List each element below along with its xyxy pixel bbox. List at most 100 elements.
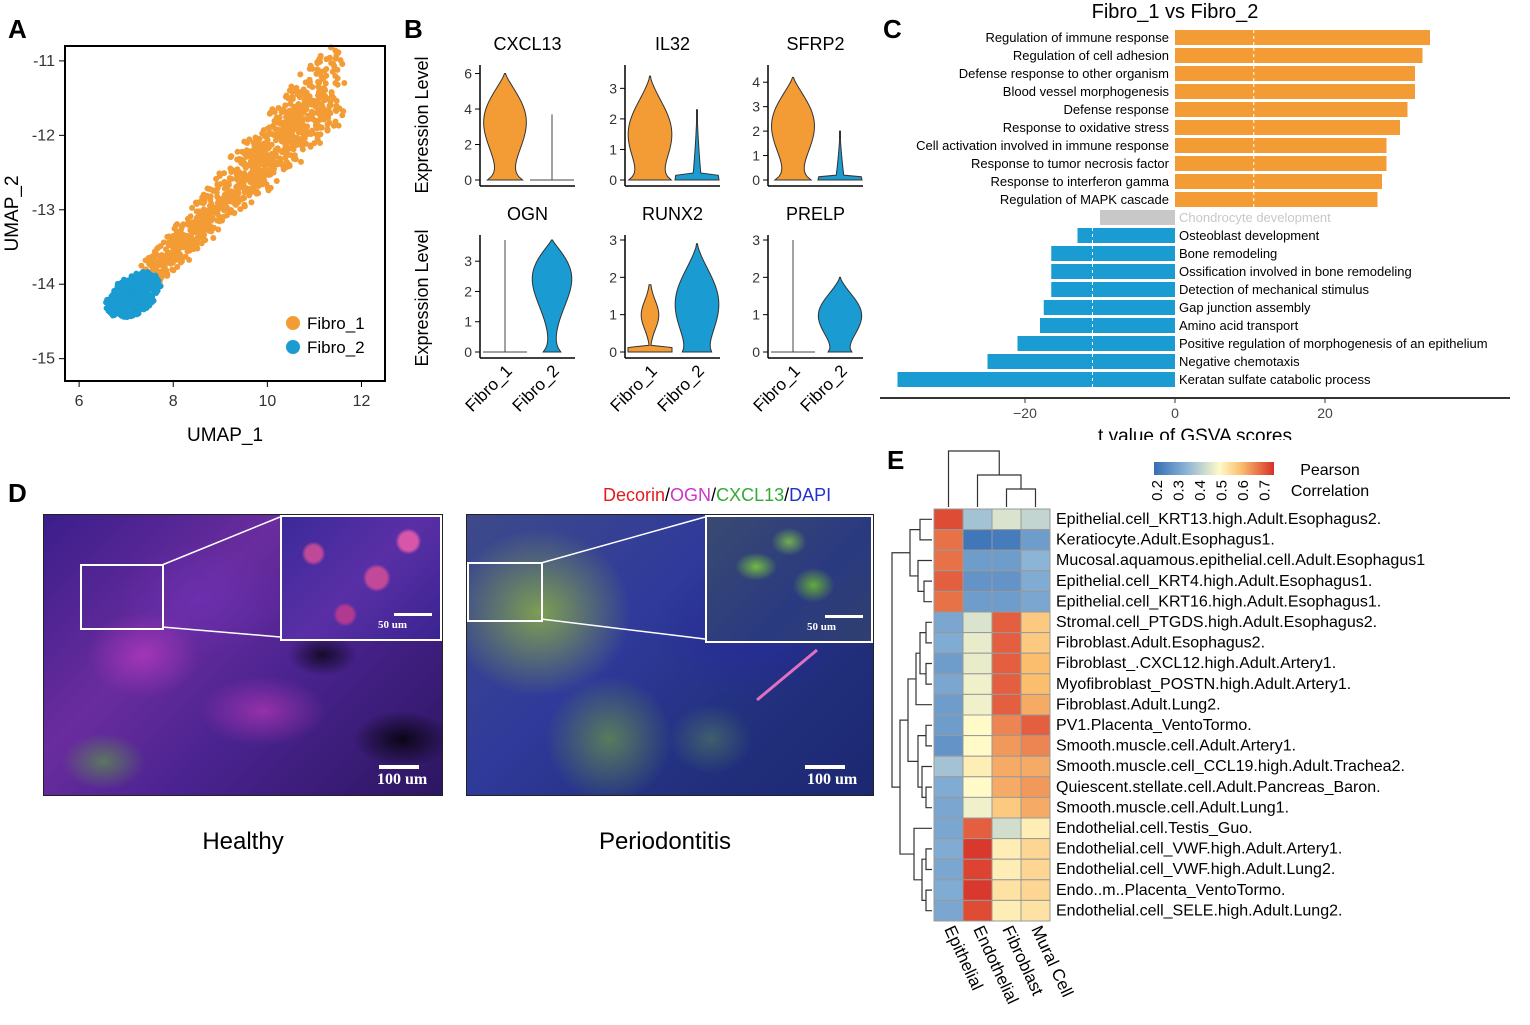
- heatmap-cell: [962, 879, 993, 901]
- umap-point-fibro1: [194, 222, 201, 229]
- umap-point-fibro1: [331, 64, 338, 71]
- umap-point-fibro1: [272, 146, 279, 153]
- umap-point-fibro1: [189, 204, 196, 211]
- violin-y-tick-label: 2: [752, 269, 760, 285]
- violin-shape: [674, 109, 720, 181]
- umap-point-fibro1: [241, 195, 248, 202]
- heatmap-cell: [933, 693, 964, 716]
- umap-point-fibro1: [167, 260, 174, 267]
- gsva-bar-label: Gap junction assembly: [1179, 300, 1311, 315]
- umap-point-fibro1: [164, 233, 171, 240]
- violin-y-tick-label: 4: [464, 101, 472, 117]
- gsva-bar: [1051, 282, 1175, 297]
- umap-point-fibro1: [320, 113, 327, 120]
- umap-point-fibro2: [128, 307, 135, 314]
- stain-sep-1: /: [665, 485, 671, 505]
- stain-dapi: DAPI: [789, 485, 832, 505]
- heatmap-cell: [991, 529, 1022, 551]
- umap-point-fibro1: [252, 134, 259, 141]
- umap-point-fibro1: [268, 150, 275, 157]
- umap-point-fibro1: [309, 108, 316, 115]
- umap-point-fibro1: [213, 189, 220, 196]
- umap-point-fibro1: [283, 92, 290, 99]
- x-tick-label: 12: [353, 393, 371, 410]
- umap-point-fibro1: [207, 196, 214, 203]
- heatmap-cell: [962, 817, 993, 840]
- heatmap-row-label: Endo..m..Placenta_VentoTormo.: [1056, 882, 1285, 899]
- perio-inset: 50 um: [705, 515, 873, 643]
- umap-point-fibro1: [202, 221, 209, 228]
- gsva-bar: [897, 372, 1175, 387]
- umap-point-fibro1: [207, 225, 214, 232]
- gsva-bar: [1175, 138, 1387, 153]
- umap-point-fibro1: [306, 76, 313, 83]
- umap-point-fibro1: [223, 186, 230, 193]
- umap-point-fibro1: [238, 156, 245, 163]
- perio-scalebar: [805, 765, 845, 769]
- group-label: Fibro_1: [607, 361, 661, 415]
- umap-point-fibro1: [262, 155, 269, 162]
- umap-point-fibro1: [341, 80, 348, 87]
- gsva-bar-label: Response to interferon gamma: [991, 174, 1170, 189]
- heatmap-cell: [991, 714, 1022, 737]
- umap-point-fibro1: [184, 220, 191, 227]
- umap-point-fibro1: [293, 139, 300, 146]
- umap-point-fibro1: [278, 119, 285, 126]
- gsva-bar: [1051, 246, 1175, 261]
- violin-y-tick-label: 3: [609, 80, 617, 96]
- umap-point-fibro1: [321, 85, 328, 92]
- umap-point-fibro1: [276, 155, 283, 162]
- legend-swatch: [286, 340, 300, 354]
- umap-point-fibro1: [180, 221, 187, 228]
- heatmap-cell: [933, 858, 964, 881]
- gsva-bar-label: Chondrocyte development: [1179, 210, 1331, 225]
- heatmap-cell: [933, 796, 964, 819]
- umap-point-fibro1: [234, 148, 241, 155]
- gsva-bar-label: Positive regulation of morphogenesis of …: [1179, 336, 1488, 351]
- heatmap-row-label: Mucosal.aquamous.epithelial.cell.Adult.E…: [1056, 552, 1425, 569]
- legend-tick-label: 0.4: [1192, 480, 1209, 501]
- umap-point-fibro2: [133, 275, 140, 282]
- group-label: Fibro_2: [797, 361, 851, 415]
- umap-point-fibro1: [227, 193, 234, 200]
- heatmap-row-label: Epithelial.cell_KRT16.high.Adult.Esophag…: [1056, 593, 1381, 610]
- stain-sep-2: /: [711, 485, 717, 505]
- umap-point-fibro1: [160, 266, 167, 273]
- heatmap-row-label: Endothelial.cell_VWF.high.Adult.Artery1.: [1056, 841, 1342, 858]
- umap-point-fibro2: [113, 293, 120, 300]
- violin-y-tick-label: 0: [609, 172, 617, 188]
- umap-point-fibro1: [248, 189, 255, 196]
- violin-y-tick-label: 1: [752, 307, 760, 323]
- umap-point-fibro2: [147, 300, 154, 307]
- umap-point-fibro1: [326, 119, 333, 126]
- heatmap-cell: [1020, 632, 1051, 654]
- dendrogram-branch: [899, 719, 914, 855]
- heatmap-cell: [933, 549, 964, 572]
- group-label: Fibro_2: [509, 361, 563, 415]
- gsva-bar-label: Negative chemotaxis: [1179, 354, 1300, 369]
- gsva-bar: [1051, 264, 1175, 279]
- x-axis-label: t value of GSVA scores: [1098, 426, 1292, 440]
- umap-point-fibro1: [233, 184, 240, 191]
- umap-point-fibro1: [146, 260, 153, 267]
- gsva-bar: [1040, 318, 1175, 333]
- heatmap-cell: [962, 858, 993, 881]
- umap-point-fibro1: [266, 158, 273, 165]
- heatmap-row-label: Fibroblast.Adult.Esophagus2.: [1056, 635, 1265, 652]
- umap-point-fibro1: [278, 148, 285, 155]
- heatmap-row-label: Endothelial.cell.Testis_Guo.: [1056, 820, 1253, 837]
- violin-y-tick-label: 2: [609, 111, 617, 127]
- violin-y-tick-label: 0: [464, 172, 472, 188]
- umap-point-fibro2: [122, 284, 129, 291]
- umap-point-fibro1: [333, 97, 340, 104]
- stain-ogn: OGN: [670, 485, 712, 505]
- umap-point-fibro2: [143, 276, 150, 283]
- umap-point-fibro1: [188, 240, 195, 247]
- gsva-bar: [1175, 174, 1382, 189]
- perio-zoom-lines: [540, 516, 818, 702]
- heatmap-cell: [991, 508, 1022, 531]
- violin-shape: [817, 276, 863, 353]
- umap-point-fibro1: [318, 73, 325, 80]
- heatmap-cell: [933, 529, 964, 551]
- umap-point-fibro2: [132, 282, 139, 289]
